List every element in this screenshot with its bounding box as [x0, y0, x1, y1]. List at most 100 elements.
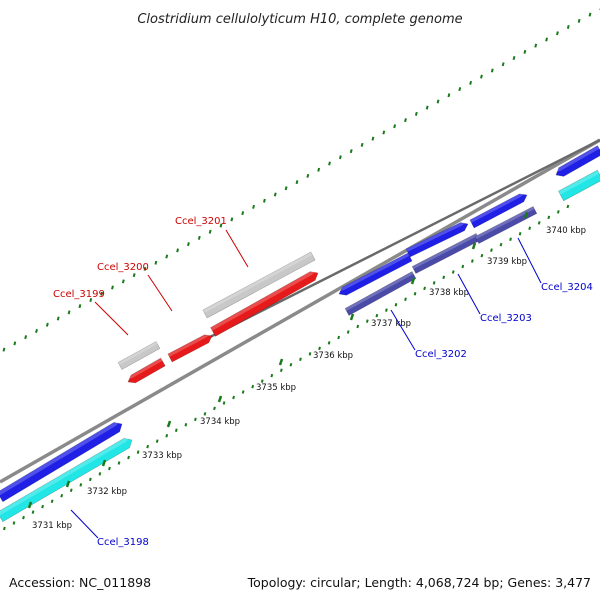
gene-label: Ccel_3200 [97, 262, 149, 273]
inner-tick [566, 204, 570, 209]
inner-tick [98, 472, 102, 476]
gene-ccel-3204 [469, 192, 528, 229]
inner-tick [279, 368, 283, 372]
inner-tick [461, 264, 465, 269]
outer-tick [143, 266, 147, 271]
inner-minor-ticks [3, 204, 570, 531]
scale-tick-label: 3740 kbp [546, 226, 586, 236]
inner-tick [413, 292, 417, 296]
outer-tick [241, 211, 245, 216]
inner-tick [88, 477, 92, 482]
inner-tick [432, 281, 436, 285]
outer-tick [89, 297, 93, 302]
gene-highlight [202, 252, 313, 313]
inner-tick [327, 341, 331, 345]
outer-tick [13, 341, 17, 346]
gene-highlight [118, 341, 158, 366]
scale-tick-label: 3738 kbp [429, 288, 469, 298]
outer-tick [111, 285, 114, 290]
inner-tick [299, 357, 302, 362]
gene-shape [405, 222, 469, 258]
inner-tick [547, 215, 551, 220]
inner-tick [117, 461, 121, 465]
outer-tick [252, 204, 255, 209]
inner-tick [423, 286, 426, 291]
gene-labels: Ccel_3198 Ccel_3199 Ccel_3200 Ccel_3201 Ccel… [53, 216, 593, 548]
outer-tick [197, 235, 201, 240]
inner-tick [222, 401, 226, 405]
gene-shape [0, 422, 123, 503]
gene-label: Ccel_3201 [175, 216, 227, 227]
outer-tick [566, 25, 570, 30]
outer-tick [273, 192, 277, 197]
outer-tick [45, 322, 49, 327]
outer-tick [404, 118, 407, 123]
inner-tick [79, 483, 83, 487]
scale-tick-label: 3734 kbp [200, 417, 240, 427]
leader-line [517, 237, 542, 284]
gene-next-cyan [557, 169, 600, 202]
inner-tick [356, 324, 360, 329]
gene-ccel-3201 [210, 270, 319, 337]
major-tick [27, 501, 33, 509]
inner-tick [346, 330, 350, 334]
gene-highlight [469, 192, 526, 223]
outer-tick [306, 173, 310, 178]
inner-tick [155, 439, 159, 443]
inner-tick [184, 423, 188, 427]
inner-tick [31, 510, 35, 514]
outer-tick [447, 93, 451, 98]
gene-shape [0, 437, 133, 523]
inner-tick [50, 499, 54, 503]
gene-next-blue [554, 145, 600, 177]
outer-tick [132, 273, 136, 278]
gene-shape [117, 341, 161, 370]
gene-highlight [475, 206, 535, 240]
outer-tick [165, 254, 169, 259]
gene-ccel-3202 [337, 252, 413, 296]
inner-tick [375, 313, 379, 318]
outer-tick [469, 80, 473, 85]
scale-tick-label: 3735 kbp [256, 383, 296, 393]
outer-tick [382, 130, 386, 135]
scale-tick-label: 3736 kbp [313, 351, 353, 361]
inner-tick [12, 521, 16, 525]
outer-tick [154, 260, 158, 265]
accession-text: Accession: NC_011898 [9, 575, 151, 590]
inner-tick [394, 302, 398, 307]
outer-tick [56, 316, 60, 321]
map-title: Clostridium cellulolyticum H10, complete… [137, 12, 462, 27]
gene-label: Ccel_3198 [97, 537, 149, 548]
scale-labels: 3731 kbp 3732 kbp 3733 kbp 3734 kbp 3735 kbp… [32, 226, 586, 531]
inner-tick [3, 526, 6, 531]
outer-tick [588, 12, 592, 17]
outer-tick [360, 142, 364, 147]
major-tick [217, 395, 223, 403]
outer-tick [556, 31, 559, 36]
gene-ccel-3199-grey [117, 341, 161, 370]
gene-ccel-3201-grey [202, 251, 316, 319]
leader-line [70, 509, 99, 539]
inner-tick [289, 362, 293, 367]
inner-tick [165, 433, 169, 438]
backbone-layer [0, 138, 600, 484]
inner-tick [490, 248, 493, 252]
backbone-line [0, 138, 600, 484]
outer-tick [490, 68, 494, 73]
inner-tick [537, 221, 541, 225]
inner-tick [385, 308, 388, 312]
outer-tick [176, 248, 180, 253]
outer-tick [284, 186, 288, 191]
outer-tick [577, 18, 581, 23]
inner-tick [308, 352, 312, 356]
gene-shape [127, 357, 166, 384]
outer-tick [480, 74, 483, 79]
inner-tick [60, 493, 64, 498]
leader-line [225, 229, 249, 268]
inner-tick [41, 504, 44, 509]
major-tick [166, 420, 172, 428]
gene-shape [338, 252, 413, 296]
gene-shape [555, 145, 600, 177]
outer-tick [219, 223, 223, 228]
major-tick [410, 277, 416, 285]
